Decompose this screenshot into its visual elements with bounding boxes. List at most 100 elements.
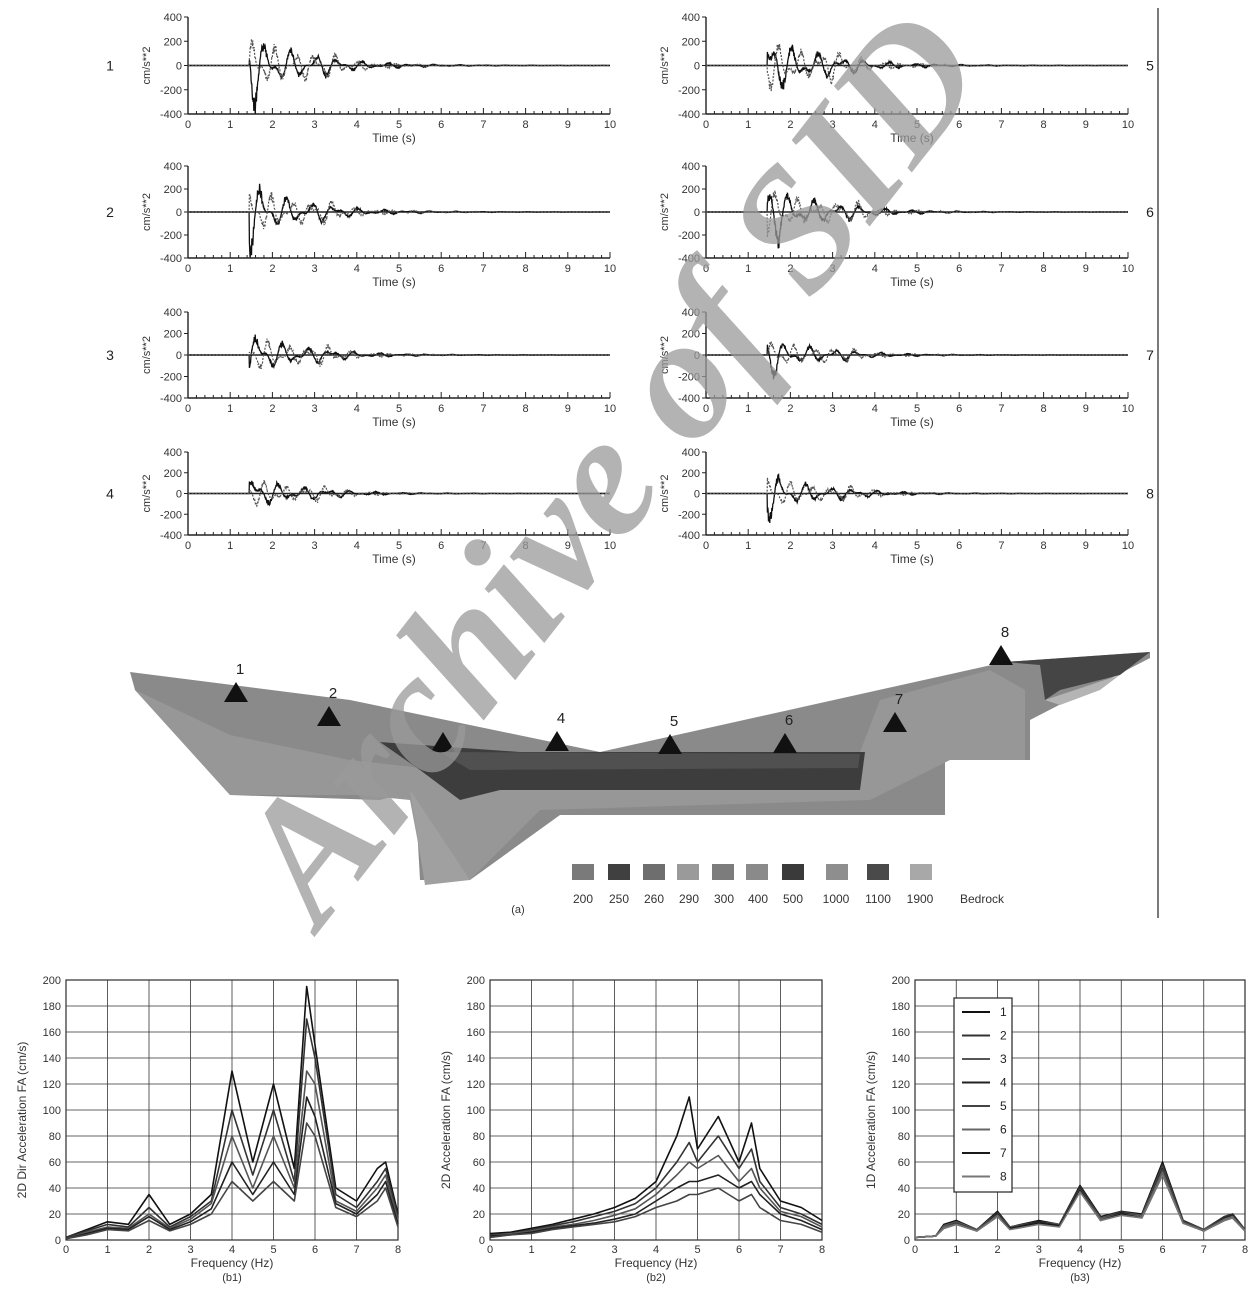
x-tick-label: 6: [956, 263, 962, 275]
y-tick-label: 0: [904, 1235, 910, 1247]
x-axis-label: Frequency (Hz): [1039, 1256, 1122, 1270]
y-axis-label: cm/s**2: [659, 193, 671, 231]
x-tick-label: 4: [872, 263, 878, 275]
station-number: 5: [1146, 58, 1154, 74]
y-tick-label: 400: [682, 161, 700, 173]
x-tick-label: 10: [1122, 263, 1134, 275]
x-tick-label: 0: [185, 263, 191, 275]
x-tick-label: 4: [1077, 1244, 1083, 1256]
time-history-panel: 0 1 2 3 4 5 6 7 8 9 10 400 200 0 -200 -400 cm/s**2 Time (…: [106, 307, 616, 429]
legend-label: 500: [783, 892, 803, 906]
y-tick-label: 0: [176, 61, 182, 73]
panel-caption: (b3): [1070, 1272, 1090, 1284]
y-tick-label: 80: [898, 1131, 910, 1143]
x-tick-label: 2: [269, 403, 275, 415]
section-right-light-layer: [1045, 656, 1145, 705]
x-tick-label: 2: [269, 263, 275, 275]
y-tick-label: -400: [678, 393, 700, 405]
x-axis-label: Frequency (Hz): [191, 1256, 274, 1270]
station-marker-icon: [545, 731, 569, 751]
y-tick-label: 100: [43, 1105, 61, 1117]
x-axis-label: Time (s): [890, 552, 934, 566]
x-tick-label: 0: [703, 403, 709, 415]
station-marker-icon: [317, 706, 341, 726]
x-tick-label: 7: [998, 403, 1004, 415]
time-history-panel: 0 1 2 3 4 5 6 7 8 9 10 400 200 0 -200 -400 cm/s**2 Time (…: [659, 12, 1154, 145]
cross-section: 1 2 4 5 6 7 8 200 250 260 290 300 400 500 1000 1100 1900…: [130, 624, 1150, 916]
time-history-panel: 0 1 2 3 4 5 6 7 8 9 10 400 200 0 -200 -400 cm/s**2 Time (…: [106, 161, 616, 289]
legend-swatch: [643, 864, 665, 880]
x-tick-label: 5: [270, 1244, 276, 1256]
x-axis-label: Time (s): [372, 415, 416, 429]
y-tick-label: 120: [892, 1079, 910, 1091]
x-tick-label: 6: [312, 1244, 318, 1256]
x-tick-label: 9: [565, 119, 571, 131]
y-tick-label: -400: [678, 530, 700, 542]
x-tick-label: 1: [953, 1244, 959, 1256]
panel-caption: (b1): [222, 1272, 242, 1284]
y-tick-label: 200: [164, 184, 182, 196]
x-tick-label: 0: [703, 119, 709, 131]
time-history-panel: 0 1 2 3 4 5 6 7 8 9 10 400 200 0 -200 -400 cm/s**2 Time (…: [106, 447, 616, 566]
y-tick-label: 0: [176, 489, 182, 501]
y-tick-label: 0: [694, 207, 700, 219]
x-tick-label: 6: [956, 540, 962, 552]
series-line: [65, 1018, 399, 1239]
y-axis-label: 1D Acceleration FA (cm/s): [864, 1051, 878, 1189]
x-axis-label: Time (s): [890, 275, 934, 289]
y-tick-label: 100: [467, 1105, 485, 1117]
legend-label: 400: [748, 892, 768, 906]
x-tick-label: 10: [604, 403, 616, 415]
y-tick-label: -200: [160, 85, 182, 97]
y-tick-label: -400: [160, 393, 182, 405]
legend-label: 1000: [823, 892, 850, 906]
y-tick-label: -200: [678, 85, 700, 97]
x-tick-label: 9: [565, 263, 571, 275]
x-tick-label: 9: [565, 403, 571, 415]
x-tick-label: 2: [787, 119, 793, 131]
x-tick-label: 4: [872, 403, 878, 415]
x-tick-label: 4: [354, 540, 360, 552]
y-tick-label: 0: [694, 350, 700, 362]
x-tick-label: 1: [745, 263, 751, 275]
x-tick-label: 5: [914, 263, 920, 275]
x-tick-label: 9: [1083, 540, 1089, 552]
y-axis-label: cm/s**2: [659, 47, 671, 85]
series-line: [489, 1154, 823, 1237]
x-tick-label: 6: [438, 263, 444, 275]
x-tick-label: 2: [269, 540, 275, 552]
y-tick-label: 60: [473, 1157, 485, 1169]
x-tick-label: 2: [787, 403, 793, 415]
y-tick-label: 40: [49, 1183, 61, 1195]
x-tick-label: 7: [480, 540, 486, 552]
legend-swatch: [746, 864, 768, 880]
waveform-solid: [706, 192, 1128, 249]
y-tick-label: 60: [49, 1157, 61, 1169]
x-tick-label: 8: [523, 403, 529, 415]
legend-label: Bedrock: [960, 892, 1005, 906]
y-tick-label: 140: [467, 1053, 485, 1065]
legend-swatch: [867, 864, 889, 880]
y-tick-label: -200: [678, 230, 700, 242]
y-tick-label: 200: [682, 329, 700, 341]
x-tick-label: 7: [777, 1244, 783, 1256]
y-tick-label: 160: [892, 1027, 910, 1039]
x-tick-label: 2: [146, 1244, 152, 1256]
station-label: 7: [895, 691, 903, 708]
station-number: 8: [1146, 486, 1154, 502]
y-tick-label: 0: [55, 1235, 61, 1247]
x-tick-label: 4: [872, 540, 878, 552]
x-tick-label: 7: [998, 540, 1004, 552]
station-number: 1: [106, 58, 114, 74]
x-tick-label: 6: [956, 119, 962, 131]
x-tick-label: 5: [396, 263, 402, 275]
legend-swatch: [712, 864, 734, 880]
x-tick-label: 5: [694, 1244, 700, 1256]
x-tick-label: 2: [570, 1244, 576, 1256]
x-tick-label: 8: [523, 540, 529, 552]
x-tick-label: 0: [487, 1244, 493, 1256]
waveform-dashed: [188, 338, 610, 370]
x-tick-label: 3: [1036, 1244, 1042, 1256]
y-tick-label: 40: [898, 1183, 910, 1195]
